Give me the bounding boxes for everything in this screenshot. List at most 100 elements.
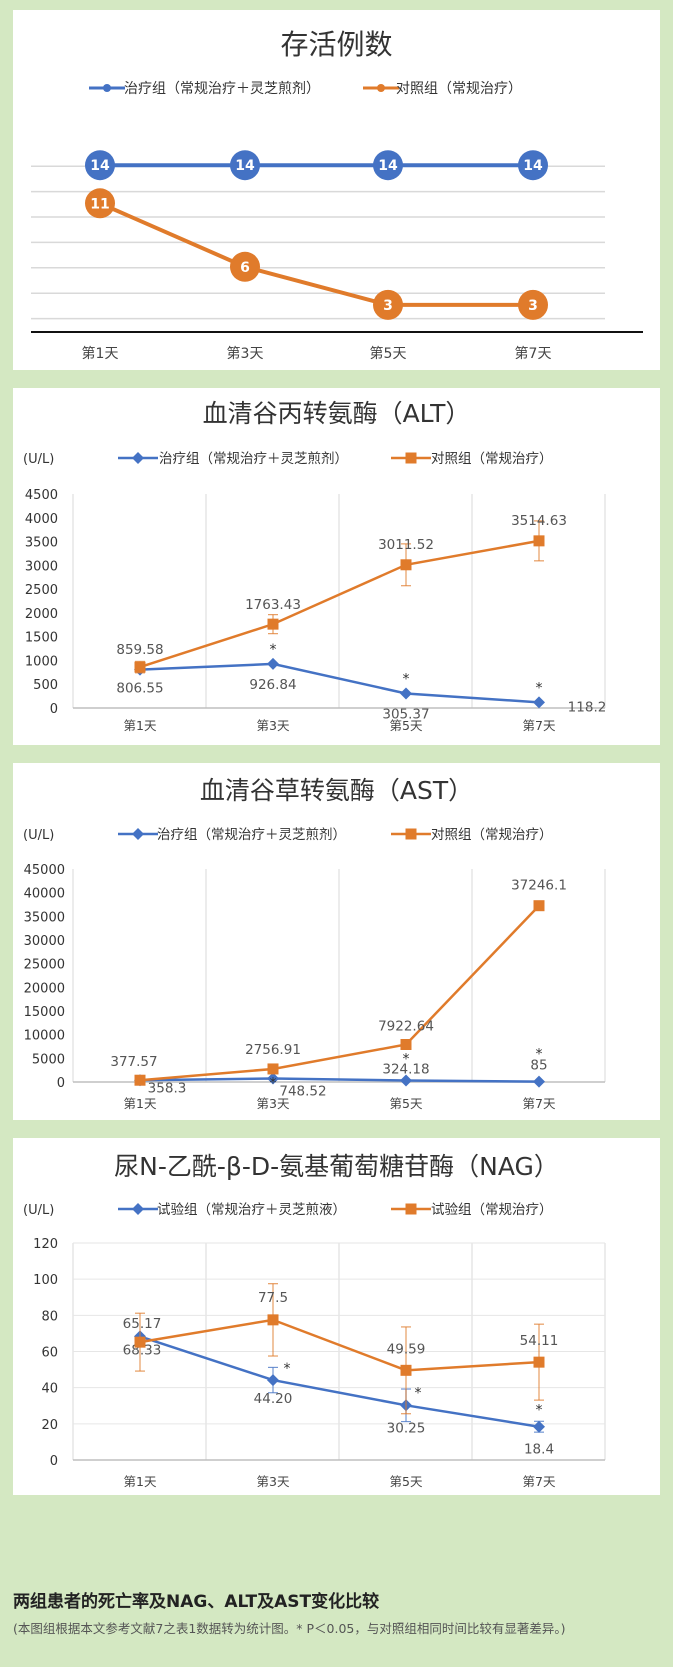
data-point xyxy=(533,535,545,547)
series-line xyxy=(99,201,533,307)
data-label: 77.5 xyxy=(258,1290,288,1306)
legend-marker xyxy=(405,828,417,840)
data-label: 3514.63 xyxy=(511,513,567,529)
x-tick-label: 第7天 xyxy=(523,1096,556,1111)
x-tick-label: 第1天 xyxy=(124,718,157,733)
y-tick-label: 2500 xyxy=(25,583,58,598)
data-label: 859.58 xyxy=(116,642,163,658)
y-tick-label: 10000 xyxy=(24,1029,65,1044)
data-label: 54.11 xyxy=(520,1333,559,1349)
legend-label: 对照组（常规治疗） xyxy=(396,81,522,97)
data-point xyxy=(85,150,115,181)
y-tick-label: 20000 xyxy=(24,981,65,996)
data-point xyxy=(400,559,412,571)
y-tick-label: 120 xyxy=(33,1237,58,1252)
data-point xyxy=(518,289,548,320)
y-tick-label: 40000 xyxy=(24,887,65,902)
x-tick-label: 第7天 xyxy=(523,718,556,733)
significance-marker: * xyxy=(536,1403,543,1419)
data-label: 14 xyxy=(90,158,110,174)
data-point xyxy=(533,696,545,709)
chart-title: 血清谷草转氨酶（AST） xyxy=(200,776,473,805)
series-line xyxy=(139,539,540,669)
legend-label: 对照组（常规治疗） xyxy=(431,827,553,843)
x-tick-label: 第1天 xyxy=(124,1474,157,1489)
legend-label: 试验组（常规治疗） xyxy=(431,1202,553,1218)
data-point xyxy=(373,150,403,181)
y-tick-label: 500 xyxy=(33,678,58,693)
legend-label: 对照组（常规治疗） xyxy=(431,451,553,467)
data-label: 14 xyxy=(378,158,398,174)
data-label: 14 xyxy=(235,158,255,174)
survival-chart-panel: 存活例数 治疗组（常规治疗＋灵芝煎剂） 对照组（常规治疗） 第1天 第3天 第5天 第7天 1… xyxy=(13,10,660,370)
y-tick-label: 1000 xyxy=(25,654,58,669)
data-label: 3 xyxy=(383,298,393,314)
y-tick-label: 3500 xyxy=(25,536,58,551)
series-line xyxy=(139,662,540,704)
data-point xyxy=(533,1075,545,1088)
data-point xyxy=(400,1038,412,1050)
legend-label: 治疗组（常规治疗＋灵芝煎剂） xyxy=(159,451,348,467)
series-line xyxy=(139,1077,540,1083)
x-tick-label: 第1天 xyxy=(82,345,119,362)
y-tick-label: 5000 xyxy=(32,1052,65,1067)
data-point xyxy=(400,1074,412,1087)
data-label: 3 xyxy=(528,298,538,314)
y-tick-label: 3000 xyxy=(25,559,58,574)
data-point xyxy=(518,150,548,181)
data-label: 3011.52 xyxy=(378,537,434,553)
data-point xyxy=(85,188,115,219)
data-label: 748.52 xyxy=(279,1083,326,1099)
x-tick-label: 第5天 xyxy=(390,1096,423,1111)
legend-marker xyxy=(132,828,144,840)
legend-label: 试验组（常规治疗＋灵芝煎液） xyxy=(157,1202,346,1218)
data-point xyxy=(533,1420,545,1433)
y-tick-label: 0 xyxy=(50,1454,58,1469)
data-point xyxy=(400,687,412,700)
ast-chart: 血清谷草转氨酶（AST） (U/L) 治疗组（常规治疗＋灵芝煎剂） 对照组（常规治疗）… xyxy=(23,776,606,1111)
chart-title: 尿N-乙酰-β-D-氨基葡萄糖苷酶（NAG） xyxy=(114,1152,559,1181)
legend-label: 治疗组（常规治疗＋灵芝煎剂） xyxy=(157,827,346,843)
y-tick-label: 80 xyxy=(41,1309,58,1324)
alt-chart: 血清谷丙转氨酶（ALT） (U/L) 治疗组（常规治疗＋灵芝煎剂） 对照组（常规治疗）… xyxy=(23,399,607,733)
data-label: 65.17 xyxy=(123,1316,162,1332)
series-line xyxy=(139,1318,540,1372)
y-axis-unit: (U/L) xyxy=(23,452,54,467)
data-label: 2756.91 xyxy=(245,1042,301,1058)
y-tick-label: 1500 xyxy=(25,631,58,646)
y-tick-label: 35000 xyxy=(24,910,65,925)
legend-label: 治疗组（常规治疗＋灵芝煎剂） xyxy=(124,81,320,97)
data-label: 926.84 xyxy=(249,677,296,693)
series-line xyxy=(139,1335,540,1428)
y-tick-label: 20 xyxy=(41,1418,58,1433)
x-tick-label: 第3天 xyxy=(227,345,264,362)
significance-marker: * xyxy=(284,1361,291,1377)
data-label: 49.59 xyxy=(387,1341,426,1357)
y-axis-unit: (U/L) xyxy=(23,828,54,843)
significance-marker: * xyxy=(403,671,410,687)
significance-marker: * xyxy=(536,1047,543,1063)
x-tick-label: 第3天 xyxy=(257,1096,290,1111)
data-point xyxy=(533,1356,545,1368)
data-point xyxy=(134,1074,146,1086)
x-tick-label: 第5天 xyxy=(390,1474,423,1489)
significance-marker: * xyxy=(270,642,277,658)
legend-marker xyxy=(405,452,417,464)
data-label: 30.25 xyxy=(387,1420,426,1436)
x-tick-label: 第7天 xyxy=(515,345,552,362)
data-label: 85 xyxy=(530,1058,547,1074)
data-point xyxy=(267,657,279,670)
significance-marker: * xyxy=(270,1075,277,1091)
legend-marker xyxy=(377,84,385,92)
data-label: 358.3 xyxy=(148,1080,187,1096)
data-label: 44.20 xyxy=(254,1391,293,1407)
data-point xyxy=(267,1072,279,1085)
x-tick-label: 第5天 xyxy=(390,718,423,733)
y-tick-label: 0 xyxy=(57,1076,65,1091)
y-tick-label: 30000 xyxy=(24,934,65,949)
data-label: 118.2 xyxy=(568,699,607,715)
legend-marker xyxy=(103,84,111,92)
y-tick-label: 60 xyxy=(41,1346,58,1361)
data-label: 68.33 xyxy=(123,1342,162,1358)
